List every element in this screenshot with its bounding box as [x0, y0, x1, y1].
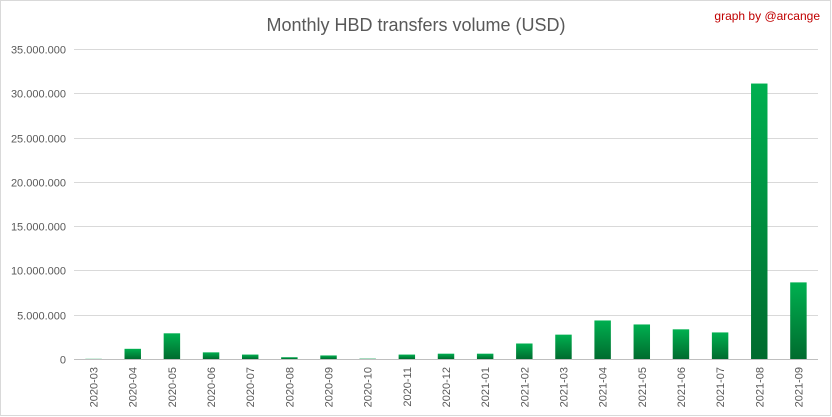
x-tick-label: 2020-09 — [324, 367, 336, 407]
x-axis-ticks: 2020-03 2020-04 2020-05 2020-06 2020-07 2020-… — [89, 367, 806, 407]
y-tick-label: 10.000.000 — [11, 266, 66, 278]
y-tick-label: 25.000.000 — [11, 134, 66, 146]
x-tick-label: 2021-02 — [519, 367, 531, 407]
bar-2020-05 — [163, 333, 181, 359]
bar-2021-05 — [633, 324, 651, 359]
gridlines — [74, 49, 818, 316]
x-tick-label: 2020-03 — [89, 367, 101, 407]
bar-2021-01 — [476, 353, 494, 359]
x-tick-label: 2020-11 — [402, 367, 414, 407]
y-tick-label: 15.000.000 — [11, 222, 66, 234]
bar-2020-04 — [124, 348, 141, 359]
bar-2021-08 — [751, 83, 768, 360]
x-tick-label: 2020-06 — [206, 367, 218, 407]
x-tick-label: 2020-04 — [128, 367, 140, 407]
x-tick-label: 2020-10 — [363, 367, 375, 407]
x-tick-label: 2021-05 — [637, 367, 649, 407]
x-tick-label: 2021-03 — [558, 367, 570, 407]
y-tick-label: 0 — [60, 355, 66, 367]
x-tick-label: 2021-09 — [793, 367, 805, 407]
x-tick-label: 2021-08 — [754, 367, 766, 407]
y-tick-label: 20.000.000 — [11, 178, 66, 190]
y-axis-ticks: 0 5.000.000 10.000.000 15.000.000 20.000.000… — [11, 45, 66, 367]
x-tick-label: 2020-05 — [167, 367, 179, 407]
chart-title: Monthly HBD transfers volume (USD) — [266, 15, 565, 35]
bar-2020-11 — [398, 354, 416, 359]
bar-2021-07 — [711, 332, 729, 359]
x-tick-label: 2020-12 — [441, 367, 453, 407]
x-tick-label: 2021-07 — [715, 367, 727, 407]
bar-2021-03 — [555, 334, 572, 359]
bar-2020-08 — [281, 357, 298, 359]
bar-2020-09 — [320, 355, 337, 359]
bar-2021-02 — [516, 343, 533, 359]
y-tick-label: 5.000.000 — [17, 311, 66, 323]
x-tick-label: 2020-08 — [284, 367, 296, 407]
bar-2021-06 — [672, 329, 690, 359]
y-tick-label: 35.000.000 — [11, 45, 66, 57]
y-tick-label: 30.000.000 — [11, 89, 66, 101]
bars — [85, 83, 807, 360]
x-tick-label: 2020-07 — [245, 367, 257, 407]
x-tick-label: 2021-04 — [598, 367, 610, 407]
bar-2021-04 — [594, 320, 611, 359]
chart-credit: graph by @arcange — [714, 9, 820, 23]
bar-2020-07 — [241, 354, 259, 359]
bar-2020-12 — [437, 353, 455, 359]
bar-2021-09 — [790, 282, 807, 359]
bar-2020-06 — [202, 352, 220, 359]
x-tick-label: 2021-06 — [676, 367, 688, 407]
x-tick-label: 2021-01 — [480, 367, 492, 407]
